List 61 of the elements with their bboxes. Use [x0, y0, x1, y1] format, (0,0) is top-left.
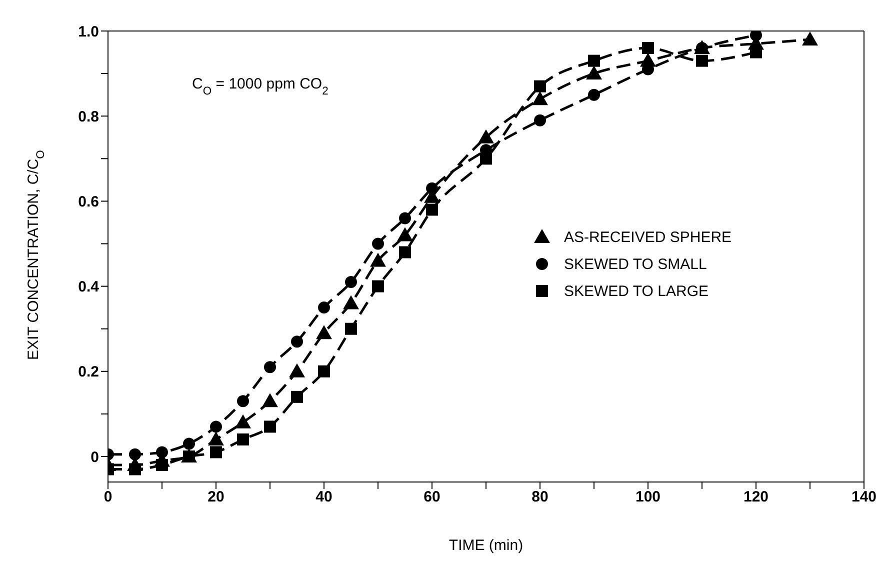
point [399, 246, 411, 258]
point [291, 390, 303, 403]
legend-label: SKEWED TO SMALL [564, 256, 707, 273]
point [586, 66, 602, 80]
point [480, 152, 492, 165]
point [642, 42, 654, 54]
point [399, 212, 411, 224]
point [750, 31, 762, 42]
point [372, 238, 384, 250]
point [370, 252, 386, 267]
point [235, 414, 251, 428]
x-tick-label: 60 [424, 488, 440, 506]
y-tick-label: 0 [90, 448, 99, 466]
point [237, 395, 249, 408]
y-tick-label: 1.0 [78, 23, 99, 40]
point [588, 54, 600, 67]
point [264, 361, 276, 374]
point [210, 420, 222, 433]
point [696, 54, 708, 67]
point [262, 393, 278, 408]
x-tick-label: 100 [635, 488, 661, 506]
point [534, 114, 546, 126]
point [208, 431, 224, 446]
point [532, 91, 548, 106]
x-tick-label: 20 [208, 488, 224, 506]
point [318, 365, 330, 378]
point [183, 438, 195, 450]
legend-label: AS-RECEIVED SPHERE [564, 229, 732, 246]
point [588, 88, 600, 101]
point [426, 182, 438, 194]
point [343, 295, 359, 310]
point [237, 433, 249, 446]
point [345, 276, 357, 288]
point [372, 280, 384, 292]
point [316, 325, 332, 340]
point [264, 420, 276, 433]
point [345, 322, 357, 335]
point [802, 32, 818, 46]
point [750, 46, 762, 58]
annotation: C$_{O}$ = 1000 ppm CO$_{2}$ [192, 76, 328, 98]
point [318, 302, 330, 314]
point [397, 227, 413, 242]
point [291, 336, 303, 348]
x-tick-label: 80 [532, 488, 548, 506]
y-tick-label: 0.4 [78, 278, 100, 296]
y-tick-label: 0.6 [78, 194, 99, 211]
x-tick-label: 140 [851, 488, 877, 506]
y-tick-label: 0.2 [78, 364, 99, 381]
point [129, 463, 141, 476]
point [129, 448, 141, 460]
legend-label: SKEWED TO LARGE [564, 283, 708, 300]
x-axis-title: TIME (min) [448, 537, 524, 554]
point [210, 446, 222, 458]
point [289, 363, 305, 378]
point [478, 129, 494, 144]
point [426, 204, 438, 216]
x-tick-label: 40 [316, 488, 332, 506]
point [534, 80, 546, 92]
x-tick-label: 0 [104, 488, 112, 506]
y-tick-label: 0.8 [78, 108, 99, 126]
x-tick-label: 120 [743, 488, 769, 506]
